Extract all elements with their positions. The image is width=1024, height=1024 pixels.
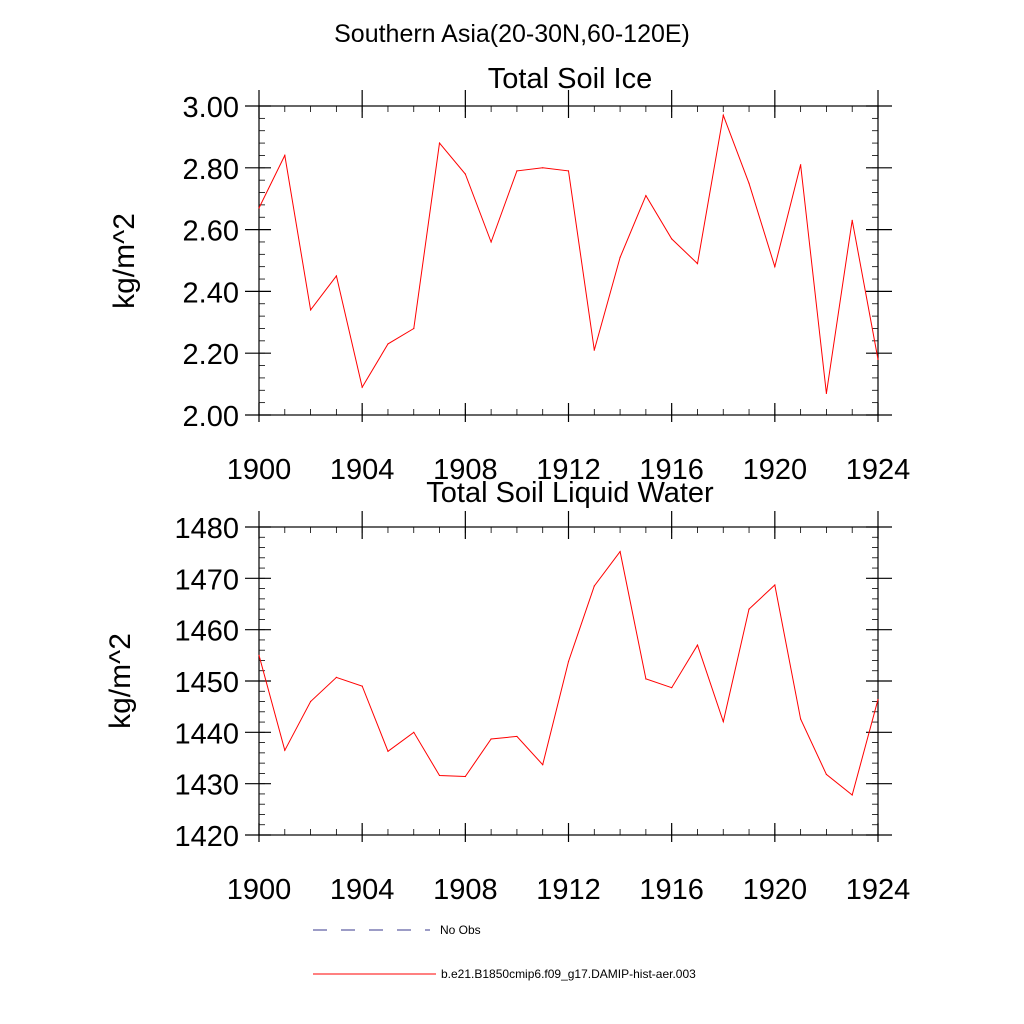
x-tick-label: 1916 xyxy=(639,874,704,906)
series-line xyxy=(258,550,879,796)
x-tick-label: 1916 xyxy=(639,454,704,486)
data-point xyxy=(335,676,337,679)
x-tick-label: 1924 xyxy=(846,454,911,486)
data-point xyxy=(619,256,621,259)
data-point xyxy=(387,750,389,752)
data-point xyxy=(438,142,441,144)
data-point xyxy=(542,167,544,169)
legend-obs-label: No Obs xyxy=(440,923,481,937)
data-point xyxy=(567,660,570,663)
x-tick-label: 1908 xyxy=(433,874,498,906)
y-tick-label: 2.00 xyxy=(183,401,239,433)
x-tick-label: 1900 xyxy=(227,874,292,906)
x-tick-label: 1924 xyxy=(846,874,911,906)
y-tick-label: 2.20 xyxy=(183,339,239,371)
data-point xyxy=(722,114,724,116)
data-point xyxy=(258,654,260,656)
data-point xyxy=(696,644,699,646)
panel-total-soil-ice: Total Soil Ice kg/m^2 1900 1904 1908 1912 19… xyxy=(108,63,910,486)
y-axis-label: kg/m^2 xyxy=(104,633,137,729)
data-point xyxy=(490,241,492,243)
y-axis-label: kg/m^2 xyxy=(108,213,141,309)
data-point xyxy=(825,773,828,776)
x-tick-label: 1904 xyxy=(330,454,395,486)
y-tick-label: 2.60 xyxy=(183,216,239,248)
panel-total-soil-liquid-water: Total Soil Liquid Water kg/m^2 1900 1904 1… xyxy=(104,477,910,906)
plot-frame xyxy=(258,526,879,836)
data-point xyxy=(335,275,337,277)
data-point xyxy=(567,170,570,172)
data-point xyxy=(438,774,441,777)
y-tick-label: 1440 xyxy=(174,718,239,750)
data-point xyxy=(851,219,853,221)
data-point xyxy=(645,195,647,197)
data-point xyxy=(800,718,802,720)
x-tick-label: 1908 xyxy=(433,454,498,486)
data-point xyxy=(309,700,312,703)
data-point xyxy=(284,749,286,751)
data-point xyxy=(645,678,647,680)
y-tick-label: 1460 xyxy=(174,616,239,648)
data-point xyxy=(671,238,673,240)
data-point xyxy=(877,698,879,701)
y-tick-label: 2.40 xyxy=(183,277,239,309)
panel-title: Total Soil Ice xyxy=(488,63,652,95)
y-tick-label: 1480 xyxy=(174,513,239,545)
data-point xyxy=(490,738,492,740)
data-point xyxy=(748,182,750,184)
legend-model-label: b.e21.B1850cmip6.f09_g17.DAMIP-hist-aer.… xyxy=(441,967,696,981)
y-tick-label: 1420 xyxy=(174,821,239,853)
y-tick-label: 3.00 xyxy=(183,92,239,124)
series-line xyxy=(258,113,879,394)
data-point xyxy=(671,687,673,689)
data-point xyxy=(464,775,466,778)
x-tick-label: 1904 xyxy=(330,874,395,906)
data-point xyxy=(387,343,389,345)
data-point xyxy=(851,794,853,796)
data-point xyxy=(593,349,595,351)
data-point xyxy=(516,170,518,172)
x-tick-label: 1920 xyxy=(743,874,808,906)
data-point xyxy=(593,585,595,587)
x-tick-label: 1912 xyxy=(536,874,601,906)
plot-frame xyxy=(258,105,879,416)
data-point xyxy=(748,608,750,610)
data-point xyxy=(413,327,415,330)
data-point xyxy=(464,173,466,175)
data-point xyxy=(774,266,776,268)
data-point xyxy=(516,735,518,738)
y-tick-label: 2.80 xyxy=(183,154,239,186)
x-tick-label: 1912 xyxy=(536,454,601,486)
data-point xyxy=(361,685,363,687)
legend: No Obs b.e21.B1850cmip6.f09_g17.DAMIP-hi… xyxy=(313,923,696,981)
figure-suptitle: Southern Asia(20-30N,60-120E) xyxy=(334,20,690,48)
x-tick-label: 1920 xyxy=(743,454,808,486)
data-point xyxy=(877,358,879,360)
data-point xyxy=(774,584,776,586)
data-point xyxy=(309,309,312,311)
data-point xyxy=(361,386,363,388)
y-tick-label: 1430 xyxy=(174,770,239,802)
x-tick-label: 1900 xyxy=(227,454,292,486)
data-point xyxy=(542,764,544,766)
data-point xyxy=(284,154,286,157)
data-point xyxy=(413,731,415,733)
data-point xyxy=(696,262,699,265)
panel-title: Total Soil Liquid Water xyxy=(426,477,714,509)
y-tick-label: 1450 xyxy=(174,667,239,699)
data-point xyxy=(722,720,724,723)
data-point xyxy=(619,551,621,553)
y-tick-label: 1470 xyxy=(174,564,239,596)
data-point xyxy=(258,207,260,209)
data-point xyxy=(800,164,802,166)
data-point xyxy=(825,392,828,394)
